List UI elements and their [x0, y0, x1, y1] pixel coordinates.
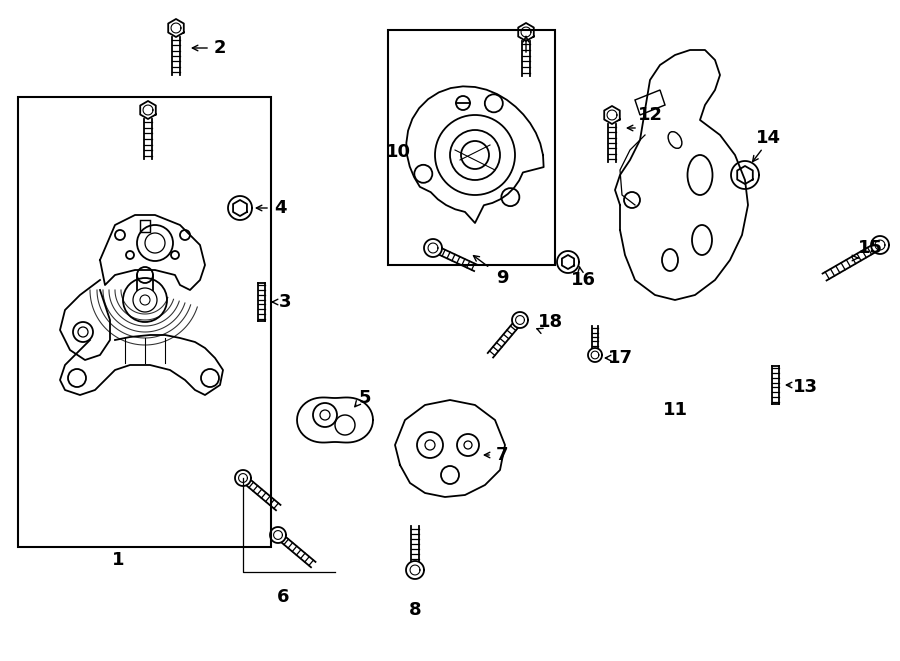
Text: 9: 9	[496, 269, 508, 287]
Text: 3: 3	[279, 293, 292, 311]
Bar	[388, 30, 555, 265]
Text: 6: 6	[277, 588, 289, 606]
Text: 18: 18	[537, 313, 562, 331]
Text: 2: 2	[214, 39, 226, 57]
Text: 7: 7	[496, 446, 508, 464]
Text: 11: 11	[662, 401, 688, 419]
Text: 5: 5	[359, 389, 371, 407]
Text: 8: 8	[409, 601, 421, 619]
Text: 1: 1	[112, 551, 124, 569]
Text: 10: 10	[385, 143, 410, 161]
Text: 13: 13	[793, 378, 817, 396]
Text: 17: 17	[608, 349, 633, 367]
Text: 12: 12	[637, 106, 662, 124]
Bar	[18, 97, 271, 547]
Text: 4: 4	[274, 199, 286, 217]
Text: 16: 16	[571, 271, 596, 289]
Text: 15: 15	[858, 239, 883, 257]
Text: 14: 14	[755, 129, 780, 147]
